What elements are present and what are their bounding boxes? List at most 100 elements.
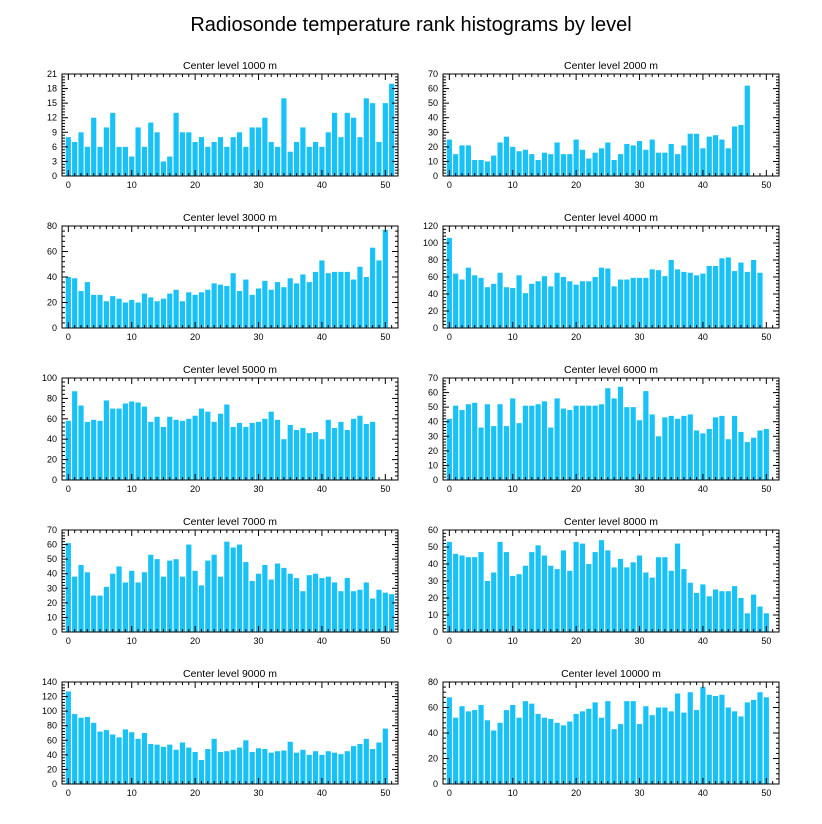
panel-8-bar [757, 606, 763, 632]
panel-3-bar [363, 277, 369, 328]
panel-2-bar [529, 154, 535, 176]
panel-4-bar [681, 271, 687, 328]
panel-6-bar [554, 398, 560, 480]
panel-2-bar [465, 145, 471, 176]
panel-6-bar [598, 404, 605, 480]
panel-9-xtick-label: 30 [254, 788, 264, 798]
panel-7-xtick-label: 40 [317, 636, 327, 646]
panel-3-bar [217, 284, 224, 328]
panel-8-bar [744, 613, 750, 632]
panel-7-bar [300, 591, 306, 632]
panel-4-xtick-label: 50 [761, 332, 771, 342]
panel-7-bar [344, 578, 350, 632]
panel-1-bar [312, 142, 319, 176]
panel-4-bar [567, 281, 573, 328]
panel-2-bar [668, 143, 674, 176]
panel-1-bar [97, 146, 103, 176]
panel-1-bar [129, 156, 135, 176]
panel-9-bar [179, 742, 186, 784]
panel-10-bar [713, 696, 719, 784]
panel-1-bar [306, 146, 312, 176]
panel-10-ytick-label: 0 [433, 779, 438, 789]
panel-10-bar [465, 711, 471, 784]
panel-8-bar [738, 598, 744, 632]
panel-5-ytick-label: 40 [47, 434, 57, 444]
panel-2-bar [560, 154, 567, 176]
panel-5-bar [338, 421, 344, 480]
panel-4-bar [655, 270, 662, 328]
panel-3-bar [129, 299, 135, 328]
panel-4-bar [662, 276, 668, 328]
panel-5-bar [198, 408, 205, 480]
panel-10-bar [668, 711, 674, 784]
panel-3-ytick-label: 60 [47, 247, 57, 257]
panel-3-bar [274, 282, 281, 328]
panel-6-bar [459, 410, 465, 480]
panel-5-bar [135, 402, 141, 480]
panel-1-bar [198, 137, 205, 176]
panel-8-bar [687, 582, 693, 632]
panel-2-bar [687, 133, 693, 176]
panel-6-ytick-label: 0 [433, 475, 438, 485]
panel-6-xtick-label: 40 [698, 484, 708, 494]
panel-6-bar [649, 414, 655, 480]
panel-9-bar [198, 759, 205, 784]
panel-10-bar [662, 707, 668, 784]
panel-6-bar [757, 430, 763, 480]
panel-3-bar [338, 271, 344, 328]
panel-9-bar [192, 751, 198, 784]
panel-6-xtick-label: 0 [447, 484, 452, 494]
panel-2-frame [442, 73, 780, 177]
panel-8-bar [497, 541, 503, 632]
panel-1-bar [268, 142, 274, 176]
panel-8-title: Center level 8000 m [564, 516, 658, 528]
panel-8-xtick-label: 40 [698, 636, 708, 646]
panel-6-bar [478, 427, 484, 480]
panel-5-xtick-label: 0 [66, 484, 71, 494]
panel-5-bar [173, 419, 179, 480]
panel-7-bar [167, 560, 173, 632]
panel-3-bar [306, 282, 312, 328]
panel-2-bar [744, 85, 750, 176]
panel-1-bar [351, 117, 357, 176]
panel-5-bar [281, 439, 287, 480]
panel-10-bar [560, 725, 567, 784]
panel-6-bar [446, 418, 452, 480]
panel-1-bar [357, 137, 363, 176]
panel-9-bar [363, 738, 369, 784]
panel-8-xtick-label: 50 [761, 636, 771, 646]
panel-7-bar [186, 544, 192, 632]
panel-9-bar [293, 752, 300, 784]
panel-4-ytick-label: 20 [428, 306, 438, 316]
panel-1-bar [370, 103, 376, 176]
panel-4-xtick-label: 0 [447, 332, 452, 342]
panel-4-bar [700, 273, 706, 328]
panel-9-bar [300, 749, 306, 784]
panel-1-ytick-label: 0 [52, 171, 57, 181]
panel-9-bar [186, 747, 192, 784]
panel-6-bar [541, 401, 548, 480]
panel-9-bar [382, 728, 388, 784]
panel-10-bar [478, 704, 484, 784]
panel-1-bar [167, 156, 173, 176]
panel-2-bar [592, 152, 598, 176]
panel-1-bar [122, 146, 128, 176]
panel-4-bar [592, 277, 598, 328]
panel-2-bar [548, 154, 554, 176]
panel-8-bar [529, 552, 535, 632]
panel-10-bar [598, 717, 605, 784]
panel-10-bar [586, 708, 592, 784]
panel-2-bar [554, 142, 560, 176]
panel-1-bar [141, 146, 148, 176]
panel-7-bar [325, 576, 331, 632]
panel-1-bar [293, 142, 300, 176]
panel-1-bar [217, 137, 224, 176]
panel-1-bar [344, 112, 350, 176]
panel-6: Center level 6000 m 0 10 20 30 40 50 0 10 20 30 40 5… [428, 364, 780, 494]
panel-4-bar [573, 284, 579, 328]
panel-5-bar [72, 391, 78, 480]
panel-9-bar [84, 716, 90, 784]
panel-1-bar [160, 161, 167, 176]
panel-5-bar [91, 419, 97, 480]
panel-3-title: Center level 3000 m [183, 212, 277, 224]
